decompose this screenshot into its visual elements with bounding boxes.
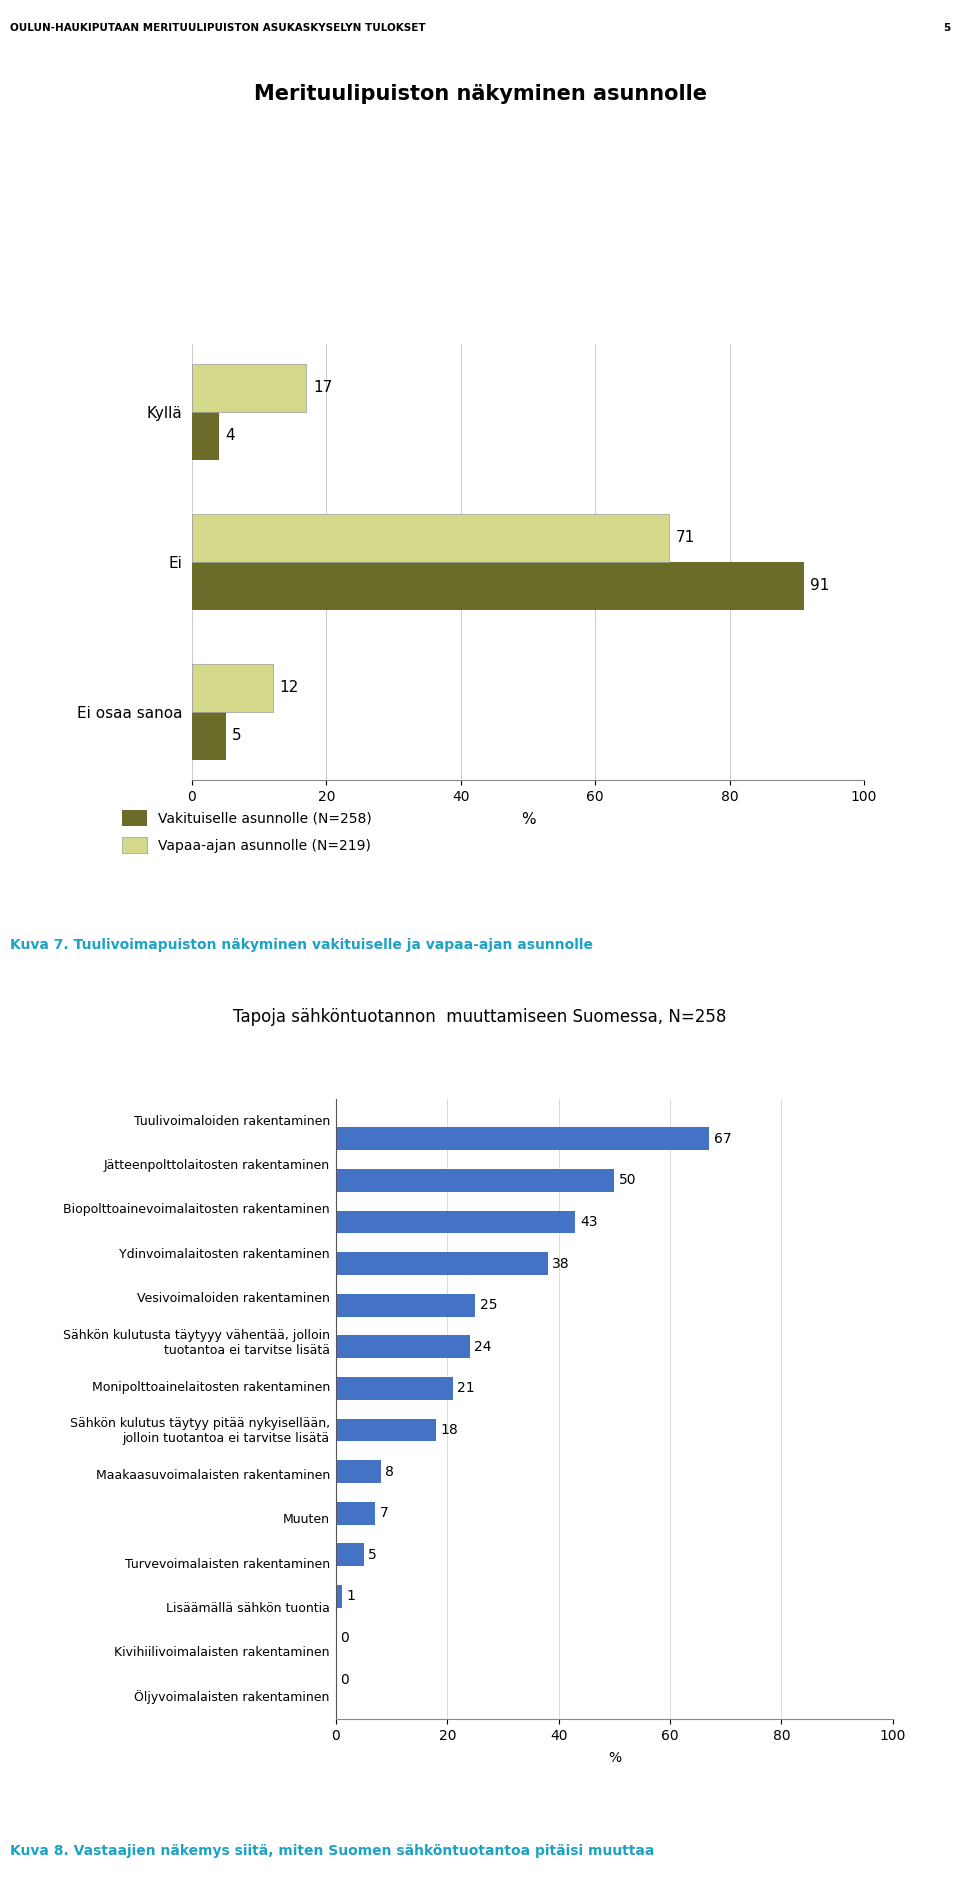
Text: 67: 67 (713, 1131, 732, 1146)
Text: Sähkön kulutusta täytyyy vähentää, jolloin
tuotantoa ei tarvitse lisätä: Sähkön kulutusta täytyyy vähentää, jollo… (62, 1328, 330, 1357)
Bar (192, 412, 219, 460)
Text: Muuten: Muuten (283, 1513, 330, 1526)
Text: 50: 50 (619, 1174, 636, 1188)
Text: 0: 0 (341, 1672, 349, 1687)
Text: 17: 17 (313, 380, 332, 395)
Text: 21: 21 (457, 1381, 475, 1396)
Text: 5: 5 (232, 729, 242, 744)
Bar (336, 1295, 475, 1317)
Bar (192, 513, 669, 562)
Text: 7: 7 (379, 1507, 388, 1520)
Text: Lisäämällä sähkön tuontia: Lisäämällä sähkön tuontia (166, 1603, 330, 1616)
Bar (336, 1543, 364, 1567)
Text: Sähkön kulutus täytyy pitää nykyisellään,
jolloin tuotantoa ei tarvitse lisätä: Sähkön kulutus täytyy pitää nykyisellään… (70, 1417, 330, 1445)
Bar (336, 1251, 547, 1276)
Text: Kivihiilivoimalaisten rakentaminen: Kivihiilivoimalaisten rakentaminen (114, 1646, 330, 1659)
Text: Biopolttoainevoimalaitosten rakentaminen: Biopolttoainevoimalaitosten rakentaminen (63, 1203, 330, 1216)
Bar (336, 1419, 436, 1441)
Text: 8: 8 (385, 1464, 394, 1479)
Bar (336, 1377, 453, 1400)
Text: 5: 5 (369, 1548, 377, 1561)
Text: 5: 5 (943, 23, 950, 34)
Text: Maakaasuvoimalaisten rakentaminen: Maakaasuvoimalaisten rakentaminen (96, 1469, 330, 1483)
Bar (336, 1336, 469, 1359)
Bar (336, 1169, 614, 1191)
Text: 1: 1 (346, 1590, 355, 1603)
Text: 43: 43 (580, 1216, 597, 1229)
Text: Tuulivoimaloiden rakentaminen: Tuulivoimaloiden rakentaminen (133, 1114, 330, 1127)
Bar (336, 1460, 380, 1483)
Text: 25: 25 (480, 1298, 497, 1312)
Bar (192, 365, 306, 412)
Bar (336, 1210, 575, 1233)
Bar (192, 562, 804, 611)
Text: Ydinvoimalaitosten rakentaminen: Ydinvoimalaitosten rakentaminen (119, 1248, 330, 1261)
Text: Öljyvoimalaisten rakentaminen: Öljyvoimalaisten rakentaminen (134, 1689, 330, 1704)
Text: Kuva 8. Vastaajien näkemys siitä, miten Suomen sähköntuotantoa pitäisi muuttaa: Kuva 8. Vastaajien näkemys siitä, miten … (10, 1843, 654, 1858)
Text: 71: 71 (676, 530, 695, 545)
Text: 24: 24 (474, 1340, 492, 1355)
X-axis label: %: % (520, 812, 536, 827)
Text: 18: 18 (441, 1422, 459, 1437)
Bar (192, 663, 273, 712)
Text: Monipolttoainelaitosten rakentaminen: Monipolttoainelaitosten rakentaminen (91, 1381, 330, 1394)
Text: Tapoja sähköntuotannon  muuttamiseen Suomessa, N=258: Tapoja sähköntuotannon muuttamiseen Suom… (233, 1007, 727, 1026)
Text: 4: 4 (226, 428, 235, 443)
Text: OULUN-HAUKIPUTAAN MERITUULIPUISTON ASUKASKYSELYN TULOKSET: OULUN-HAUKIPUTAAN MERITUULIPUISTON ASUKA… (10, 23, 425, 34)
Text: Vesivoimaloiden rakentaminen: Vesivoimaloiden rakentaminen (137, 1293, 330, 1306)
Text: Turvevoimalaisten rakentaminen: Turvevoimalaisten rakentaminen (125, 1558, 330, 1571)
Text: 12: 12 (279, 680, 299, 695)
Text: Kuva 7. Tuulivoimapuiston näkyminen vakituiselle ja vapaa-ajan asunnolle: Kuva 7. Tuulivoimapuiston näkyminen vaki… (10, 938, 592, 953)
Bar (336, 1127, 709, 1150)
Bar (192, 712, 226, 759)
Text: Jätteenpolttolaitosten rakentaminen: Jätteenpolttolaitosten rakentaminen (104, 1159, 330, 1172)
Text: 91: 91 (810, 579, 829, 594)
Text: 0: 0 (341, 1631, 349, 1644)
Bar (336, 1501, 375, 1524)
Text: 38: 38 (552, 1257, 569, 1270)
Legend: Vakituiselle asunnolle (N=258), Vapaa-ajan asunnolle (N=219): Vakituiselle asunnolle (N=258), Vapaa-aj… (122, 810, 372, 853)
Bar (336, 1586, 342, 1608)
Text: Merituulipuiston näkyminen asunnolle: Merituulipuiston näkyminen asunnolle (253, 85, 707, 103)
X-axis label: %: % (608, 1751, 621, 1766)
